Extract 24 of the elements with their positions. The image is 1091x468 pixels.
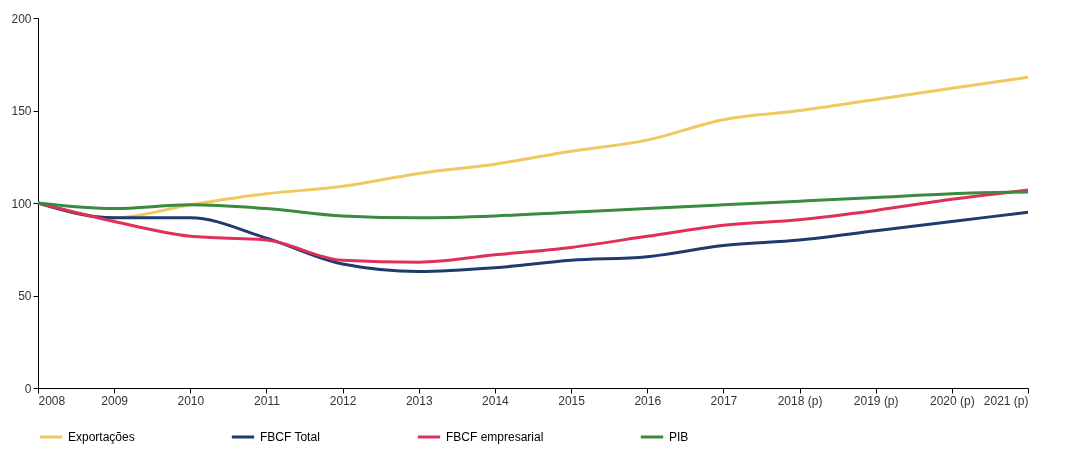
x-tick-label: 2013 bbox=[405, 393, 433, 408]
y-tick-label: 100 bbox=[11, 196, 32, 211]
legend-label: FBCF Total bbox=[260, 430, 320, 444]
y-tick-label: 50 bbox=[18, 289, 32, 303]
y-tick-label: 0 bbox=[24, 381, 32, 396]
x-tick-label: 2008 bbox=[38, 393, 66, 408]
x-tick-label: 2016 bbox=[634, 393, 662, 408]
x-tick-label: 2021 (p) bbox=[983, 393, 1029, 408]
legend-label: PIB bbox=[669, 430, 689, 444]
x-tick-label: 2015 bbox=[558, 393, 586, 408]
x-tick-label: 2019 (p) bbox=[853, 393, 899, 408]
line-series bbox=[36, 190, 1030, 220]
x-tick-label: 2010 bbox=[177, 393, 205, 408]
x-tick-label: 2012 bbox=[329, 393, 357, 408]
x-tick-label: 2009 bbox=[101, 393, 129, 408]
legend-label: FBCF empresarial bbox=[446, 430, 544, 444]
x-tick-label: 2014 bbox=[482, 393, 510, 408]
x-tick-label: 2011 bbox=[254, 393, 281, 408]
y-tick-label: 150 bbox=[11, 104, 32, 118]
legend-label: Exportações bbox=[68, 430, 135, 444]
x-tick-label: 2018 (p) bbox=[777, 393, 823, 408]
y-tick-label: 200 bbox=[11, 11, 32, 26]
x-tick-label: 2020 (p) bbox=[929, 393, 975, 408]
x-tick-label: 2017 bbox=[710, 393, 738, 408]
